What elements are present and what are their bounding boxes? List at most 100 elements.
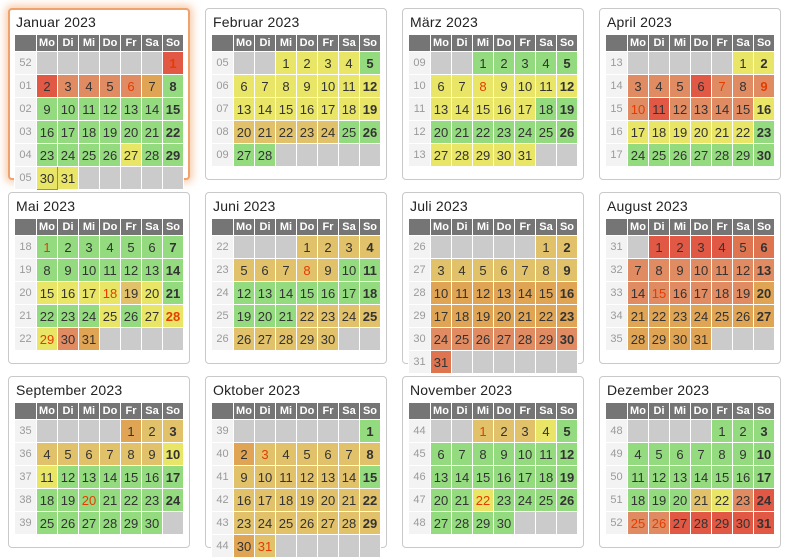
- month-calendar: Mo Di Mi Do Fr Sa So 31 1 2 3 4 5 6 32 7 8 9 10 11 12 13 33 14…: [605, 218, 775, 351]
- month-calendar: Mo Di Mi Do Fr Sa So 35 1 2 3 36 4 5 6 7 8 9 10 37 11 12 13 14…: [14, 402, 184, 535]
- week-number: 34: [605, 304, 628, 328]
- day-cell-februar-12: 12: [359, 74, 381, 98]
- day-cell-april-19: 19: [669, 120, 691, 144]
- day-cell-april-5: 5: [669, 74, 691, 98]
- month-calendar: Mo Di Mi Do Fr Sa So 52 1 01 2 3 4 5 6 7 8 02 9 10 11 12 13 14…: [14, 34, 184, 190]
- day-cell-mai-21: 21: [162, 281, 184, 305]
- day-cell-november-6: 6: [430, 442, 452, 466]
- day-cell-februar-16: 16: [296, 97, 318, 121]
- day-cell-januar-10: 10: [57, 97, 79, 121]
- day-cell-oktober-1: 1: [359, 419, 381, 443]
- day-cell-juli-12: 12: [472, 281, 494, 305]
- week-row: 29 17 18 19 20 21 22 23: [408, 304, 578, 328]
- week-number: 13: [605, 51, 628, 75]
- day-cell-mai-15: 15: [36, 281, 58, 305]
- weekday-header-do: Do: [690, 402, 712, 420]
- day-cell-januar-4: 4: [78, 74, 100, 98]
- weekday-header-so: So: [162, 402, 184, 420]
- week-row: 18 1 2 3 4 5 6 7: [14, 235, 184, 259]
- day-cell-november-25: 25: [535, 488, 557, 512]
- weekday-header-mo: Mo: [627, 34, 649, 52]
- day-cell-juli-10: 10: [430, 281, 452, 305]
- day-cell-juli-30: 30: [556, 327, 578, 351]
- empty-cell: [451, 51, 473, 75]
- day-cell-oktober-12: 12: [296, 465, 318, 489]
- day-cell-dezember-8: 8: [711, 442, 733, 466]
- day-cell-februar-13: 13: [233, 97, 255, 121]
- day-cell-august-12: 12: [732, 258, 754, 282]
- empty-cell: [514, 350, 536, 374]
- weekday-header-fr: Fr: [514, 218, 536, 236]
- day-cell-juli-6: 6: [493, 258, 515, 282]
- weekday-header-row: Mo Di Mi Do Fr Sa So: [14, 34, 184, 52]
- weekday-header-do: Do: [296, 34, 318, 52]
- empty-cell: [141, 327, 163, 351]
- day-cell-juli-1: 1: [535, 235, 557, 259]
- day-cell-oktober-20: 20: [317, 488, 339, 512]
- day-cell-juli-25: 25: [451, 327, 473, 351]
- day-cell-februar-15: 15: [275, 97, 297, 121]
- day-cell-januar-3: 3: [57, 74, 79, 98]
- day-cell-april-24: 24: [627, 143, 649, 167]
- day-cell-dezember-27: 27: [669, 511, 691, 535]
- day-cell-august-27: 27: [753, 304, 775, 328]
- day-cell-september-12: 12: [57, 465, 79, 489]
- weekday-header-row: Mo Di Mi Do Fr Sa So: [605, 218, 775, 236]
- empty-cell: [556, 143, 578, 167]
- week-row: 25 19 20 21 22 23 24 25: [211, 304, 381, 328]
- empty-cell: [514, 511, 536, 535]
- weekday-header-row: Mo Di Mi Do Fr Sa So: [211, 34, 381, 52]
- day-cell-mai-14: 14: [162, 258, 184, 282]
- week-row: 35 1 2 3: [14, 419, 184, 443]
- day-cell-august-28: 28: [627, 327, 649, 351]
- day-cell-januar-14: 14: [141, 97, 163, 121]
- day-cell-dezember-1: 1: [711, 419, 733, 443]
- day-cell-juni-4: 4: [359, 235, 381, 259]
- day-cell-mai-12: 12: [120, 258, 142, 282]
- day-cell-januar-29: 29: [162, 143, 184, 167]
- week-row: 17 24 25 26 27 28 29 30: [605, 143, 775, 167]
- day-cell-mai-17: 17: [78, 281, 100, 305]
- day-cell-november-3: 3: [514, 419, 536, 443]
- day-cell-oktober-18: 18: [275, 488, 297, 512]
- day-cell-dezember-15: 15: [711, 465, 733, 489]
- week-row: 32 7 8 9 10 11 12 13: [605, 258, 775, 282]
- day-cell-dezember-31: 31: [753, 511, 775, 535]
- day-cell-mai-22: 22: [36, 304, 58, 328]
- day-cell-november-12: 12: [556, 442, 578, 466]
- week-row: 19 8 9 10 11 12 13 14: [14, 258, 184, 282]
- week-number: 48: [605, 419, 628, 443]
- month-card-november: November 2023 Mo Di Mi Do Fr Sa So 44 1 2 3 4 5 45 6 7…: [402, 376, 584, 548]
- day-cell-mai-1: 1: [36, 235, 58, 259]
- day-cell-september-13: 13: [78, 465, 100, 489]
- day-cell-september-27: 27: [78, 511, 100, 535]
- empty-cell: [514, 235, 536, 259]
- empty-cell: [317, 419, 339, 443]
- day-cell-april-28: 28: [711, 143, 733, 167]
- empty-cell: [78, 51, 100, 75]
- day-cell-januar-7: 7: [141, 74, 163, 98]
- week-row: 13 1 2: [605, 51, 775, 75]
- weekday-header-di: Di: [648, 34, 670, 52]
- week-number: 02: [14, 97, 37, 121]
- week-number: 35: [14, 419, 37, 443]
- day-cell-dezember-5: 5: [648, 442, 670, 466]
- day-cell-maerz-10: 10: [514, 74, 536, 98]
- weekday-header-di: Di: [57, 218, 79, 236]
- month-card-april: April 2023 Mo Di Mi Do Fr Sa So 13 1 2 14 3 4 5 6 7 8 9 1…: [599, 8, 781, 180]
- weekday-header-sa: Sa: [732, 402, 754, 420]
- day-cell-september-21: 21: [99, 488, 121, 512]
- week-number-column-header: [211, 34, 234, 52]
- day-cell-september-9: 9: [141, 442, 163, 466]
- day-cell-januar-9: 9: [36, 97, 58, 121]
- week-number-column-header: [408, 218, 431, 236]
- day-cell-august-8: 8: [648, 258, 670, 282]
- day-cell-juli-27: 27: [493, 327, 515, 351]
- weekday-header-mi: Mi: [78, 34, 100, 52]
- day-cell-februar-9: 9: [296, 74, 318, 98]
- week-row: 12 20 21 22 23 24 25 26: [408, 120, 578, 144]
- weekday-header-so: So: [359, 218, 381, 236]
- day-cell-mai-29: 29: [36, 327, 58, 351]
- week-row: 51 18 19 20 21 22 23 24: [605, 488, 775, 512]
